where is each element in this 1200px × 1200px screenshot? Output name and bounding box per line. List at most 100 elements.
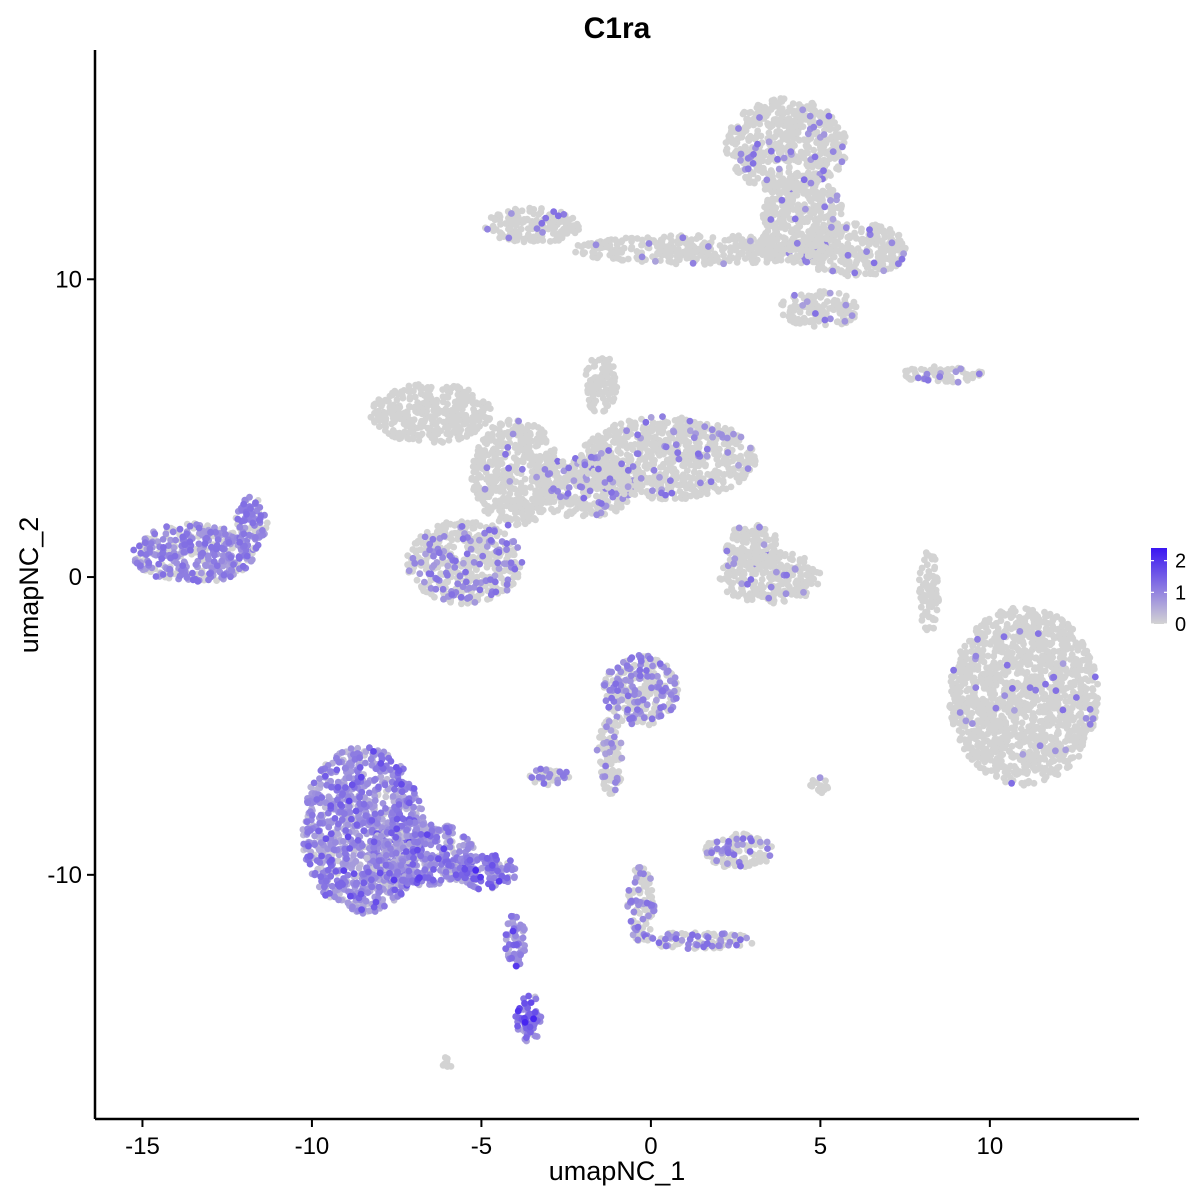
cell-point <box>183 572 191 580</box>
cell-point <box>602 356 610 364</box>
cell-point <box>510 538 518 546</box>
cell-point <box>819 187 827 195</box>
cell-point <box>179 533 187 541</box>
cell-point <box>487 537 495 544</box>
cell-point <box>433 576 441 583</box>
cell-point <box>634 431 641 439</box>
cell-point <box>502 450 509 458</box>
cell-point <box>448 591 456 598</box>
cell-point <box>852 303 859 311</box>
cell-point <box>803 216 811 223</box>
cell-point <box>756 114 763 121</box>
cell-point <box>620 244 628 252</box>
cell-point <box>526 207 534 215</box>
cell-point <box>411 393 419 401</box>
cell-point <box>924 376 932 384</box>
cell-point <box>444 394 452 401</box>
cell-point <box>595 465 602 473</box>
cell-point <box>829 210 837 218</box>
cell-point <box>683 253 690 261</box>
cell-point <box>732 241 740 248</box>
cell-point <box>240 530 248 538</box>
cell-point <box>444 400 451 408</box>
cell-point <box>694 450 702 458</box>
cell-point <box>406 428 414 435</box>
cell-point <box>451 415 459 423</box>
cell-point <box>725 468 733 476</box>
cell-point <box>607 389 615 396</box>
cell-point <box>829 267 837 275</box>
cell-point <box>880 248 888 256</box>
cell-point <box>895 231 903 239</box>
cell-point <box>782 235 789 243</box>
cell-point <box>151 530 159 538</box>
cell-point <box>566 501 574 508</box>
cell-point <box>835 166 842 173</box>
cell-point <box>426 431 433 439</box>
cell-point <box>618 460 625 468</box>
cell-point <box>804 191 812 199</box>
cell-point <box>172 536 180 544</box>
cell-point <box>468 417 476 425</box>
cell-point <box>595 480 603 487</box>
cell-point <box>725 132 733 140</box>
cell-point <box>835 290 843 297</box>
cell-point <box>809 258 817 266</box>
cell-point <box>833 153 841 161</box>
cell-point <box>612 455 620 463</box>
cell-point <box>593 511 601 519</box>
cell-point <box>793 239 801 247</box>
cell-point <box>684 244 692 252</box>
cell-point <box>484 451 492 459</box>
cell-point <box>439 585 447 593</box>
cell-point <box>667 477 674 484</box>
cell-point <box>409 435 417 443</box>
cell-point <box>823 158 831 166</box>
cell-point <box>186 522 194 530</box>
cell-point <box>822 235 830 243</box>
cell-point <box>451 563 459 571</box>
cell-point <box>518 207 526 215</box>
cell-point <box>592 241 600 249</box>
cell-point <box>770 96 778 104</box>
cell-point <box>417 432 424 439</box>
cell-point <box>136 542 143 550</box>
cell-point <box>763 208 771 216</box>
cell-point <box>488 504 496 512</box>
cell-point <box>870 270 877 278</box>
cell-point <box>611 504 619 512</box>
cell-point <box>735 125 742 132</box>
cell-point <box>811 107 819 114</box>
cell-point <box>478 571 486 579</box>
cell-point <box>946 377 954 385</box>
cell-point <box>879 239 886 246</box>
cell-point <box>668 454 676 462</box>
cell-point <box>486 458 494 465</box>
cell-point <box>572 248 579 256</box>
cell-point <box>582 510 589 518</box>
cell-point <box>462 417 470 425</box>
cell-point <box>499 471 506 478</box>
cell-point <box>489 424 496 431</box>
cell-point <box>749 160 757 167</box>
cell-point <box>826 123 834 130</box>
cell-point <box>158 555 166 562</box>
cell-point <box>802 205 809 213</box>
cell-point <box>796 319 804 327</box>
cell-point <box>483 475 490 483</box>
cell-point <box>774 117 782 125</box>
cell-point <box>790 313 797 321</box>
cell-point <box>514 449 522 456</box>
cell-point <box>535 458 543 466</box>
cell-point <box>776 149 784 156</box>
cell-point <box>820 131 828 138</box>
cell-point <box>714 476 722 483</box>
cell-point <box>179 562 187 569</box>
cell-point <box>511 565 519 573</box>
cell-point <box>731 234 739 242</box>
cell-point <box>470 457 478 465</box>
cell-point <box>676 249 684 257</box>
cell-point <box>730 430 737 438</box>
cell-point <box>440 418 448 426</box>
cell-point <box>137 549 145 557</box>
